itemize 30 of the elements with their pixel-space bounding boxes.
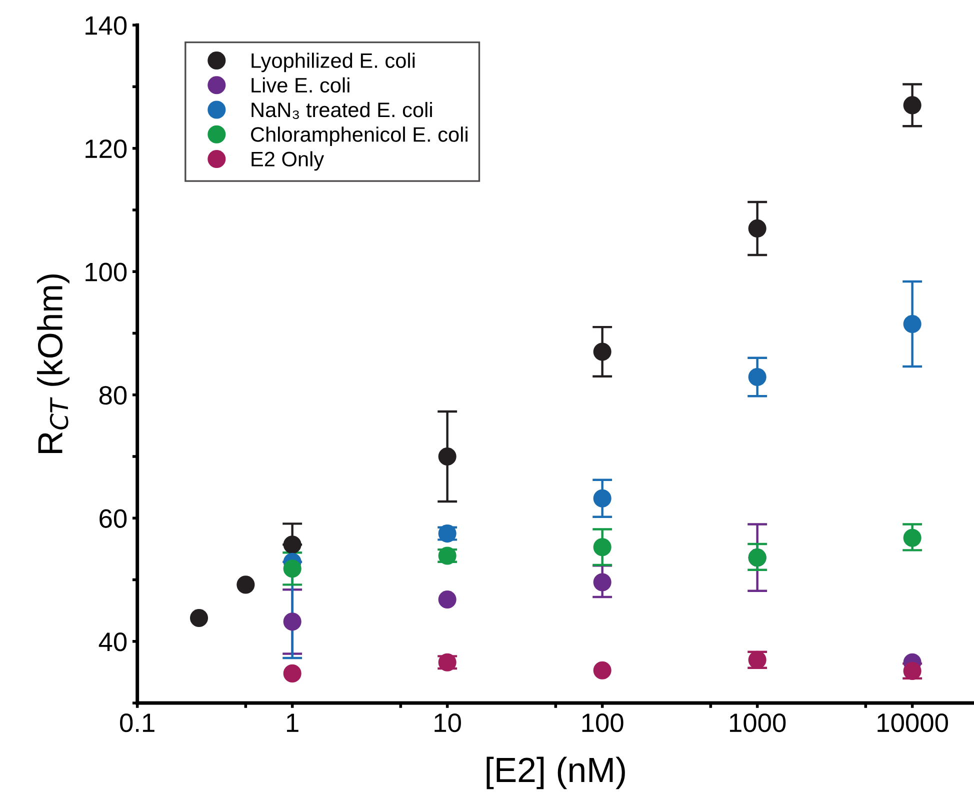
point: [283, 612, 302, 631]
y-tick-label: 40: [98, 632, 127, 652]
legend-label: NaN₃ treated E. coli: [252, 102, 432, 119]
point: [438, 590, 456, 609]
x-tick-label: 100: [582, 713, 624, 732]
legend-label: Live E. coli: [252, 77, 350, 93]
legend-label: Chloramphenicol E. coli: [251, 126, 468, 146]
y-tick-label: 80: [99, 386, 127, 405]
point: [283, 664, 302, 682]
y-tick-label: 120: [86, 139, 127, 158]
point: [283, 560, 302, 578]
legend-label: E2 Only: [252, 151, 324, 171]
point: [593, 538, 612, 556]
point: [903, 528, 922, 547]
y-tick-label: 140: [86, 16, 127, 35]
legend-label: Lyophilized E. coli: [252, 52, 415, 72]
x-tick-label: 10: [434, 713, 461, 732]
x-tick-label: 1: [287, 714, 298, 732]
point: [593, 661, 612, 680]
point: [748, 368, 766, 386]
y-tick-label: 60: [100, 509, 127, 528]
point: [903, 314, 922, 334]
y-axis-title: R$_{CT}$ (kOhm): [37, 274, 70, 454]
y-tick-label: 100: [86, 262, 127, 282]
x-axis-title: [E2] (nM): [486, 756, 625, 790]
point: [593, 573, 612, 592]
x-tick-label: 1000: [730, 713, 786, 732]
x-tick-label: 10000: [878, 713, 948, 732]
x-tick-label: 0.1: [120, 713, 154, 732]
point: [593, 489, 612, 508]
